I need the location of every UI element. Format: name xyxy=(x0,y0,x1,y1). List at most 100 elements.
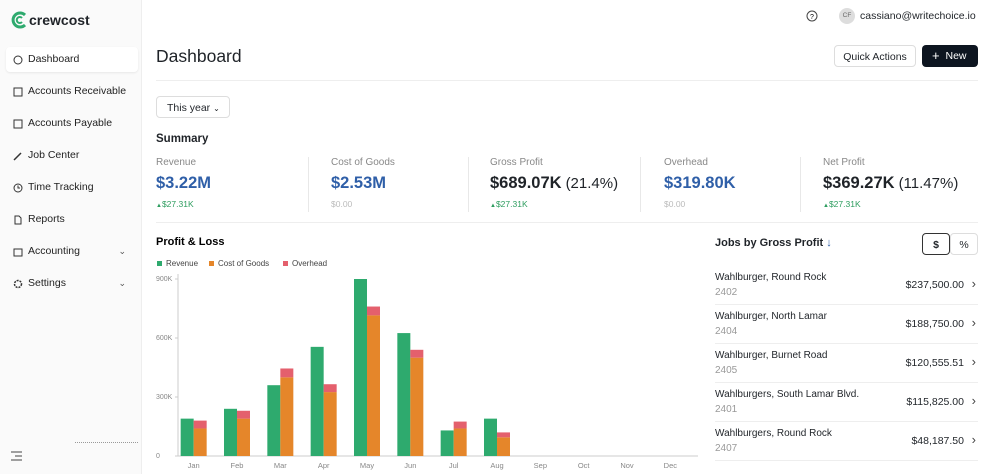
bar xyxy=(397,333,411,456)
bar xyxy=(497,432,510,438)
divider xyxy=(640,157,641,212)
metric-label: Gross Profit xyxy=(490,157,543,168)
nav-label: Job Center xyxy=(28,149,80,161)
job-row[interactable]: Wahlburger, Burnet Road 2405 $120,555.51 › xyxy=(715,344,978,383)
metric-amount: $689.07K xyxy=(490,174,562,192)
job-row[interactable]: Wahlburgers, Round Rock 2407 $48,187.50 › xyxy=(715,422,978,461)
nav-item[interactable]: Accounts Payable xyxy=(6,111,138,136)
job-amount: $237,500.00 xyxy=(905,279,964,291)
job-name: Wahlburger, Round Rock xyxy=(715,272,827,283)
legend-swatch xyxy=(157,261,162,266)
x-tick-label: Nov xyxy=(620,461,634,470)
job-code: 2402 xyxy=(715,287,738,298)
jobs-title: Jobs by Gross Profit ↓ xyxy=(715,237,832,249)
new-label: New xyxy=(945,50,967,62)
job-row[interactable]: Wahlburger, Round Rock 2402 $237,500.00 › xyxy=(715,266,978,305)
toggle-percent[interactable]: % xyxy=(950,233,978,255)
nav-label: Settings xyxy=(28,277,66,289)
sidebar: crewcost Dashboard Accounts Receivable A… xyxy=(0,0,142,474)
metric-change: $0.00 xyxy=(331,199,352,209)
x-tick-label: Jul xyxy=(449,461,459,470)
metric-label: Revenue xyxy=(156,157,197,168)
legend-label: Revenue xyxy=(166,259,199,268)
quick-actions-button[interactable]: Quick Actions xyxy=(834,45,916,67)
y-tick-label: 0 xyxy=(156,453,160,460)
metric-amount: $2.53M xyxy=(331,174,387,192)
metric-change: ▲$27.31K xyxy=(156,199,194,209)
bar xyxy=(280,368,294,378)
metric-value: $319.80K xyxy=(664,174,736,193)
new-button[interactable]: + New xyxy=(922,45,978,67)
nav-label: Reports xyxy=(28,213,65,225)
divider xyxy=(156,222,978,223)
nav-item[interactable]: Reports xyxy=(6,207,138,232)
divider xyxy=(308,157,309,212)
divider xyxy=(800,157,801,212)
nav-item[interactable]: Dashboard xyxy=(6,47,138,72)
chevron: › xyxy=(971,276,976,291)
bar xyxy=(310,346,324,456)
nav-item[interactable]: Time Tracking xyxy=(6,175,138,200)
period-dropdown[interactable]: This year ⌄ xyxy=(156,96,230,118)
nav-label: Time Tracking xyxy=(28,181,94,193)
period-label: This year xyxy=(167,102,211,114)
divider xyxy=(468,157,469,212)
chevron: › xyxy=(971,432,976,447)
y-tick-label: 900K xyxy=(156,276,173,283)
bar xyxy=(410,349,424,358)
nav-item[interactable]: Job Center xyxy=(6,143,138,168)
metric-change-value: $27.31K xyxy=(161,199,194,209)
x-tick-label: May xyxy=(360,461,374,470)
job-code: 2404 xyxy=(715,326,738,337)
bar xyxy=(224,408,237,456)
x-tick-label: Jan xyxy=(188,461,200,470)
bar xyxy=(280,377,294,456)
metric-change: ▲$27.31K xyxy=(823,199,861,209)
job-row[interactable]: Wahlburgers, South Lamar Blvd. 2401 $115,8… xyxy=(715,383,978,422)
divider xyxy=(156,80,978,81)
logo: crewcost xyxy=(29,12,90,28)
page-title: Dashboard xyxy=(156,46,242,66)
bar xyxy=(453,421,467,429)
legend-label: Cost of Goods xyxy=(218,259,269,268)
metric-change: $0.00 xyxy=(664,199,685,209)
y-tick-label: 600K xyxy=(156,335,173,342)
collapse-icon[interactable] xyxy=(11,451,22,461)
job-name: Wahlburgers, Round Rock xyxy=(715,428,832,439)
nav-label: Accounts Receivable xyxy=(28,85,127,97)
metric-label: Cost of Goods xyxy=(331,157,395,168)
bar xyxy=(180,418,194,456)
metric-change-value: $27.31K xyxy=(828,199,861,209)
job-row[interactable]: Wahlburger, North Lamar 2404 $188,750.00 › xyxy=(715,305,978,344)
nav-label: Accounts Payable xyxy=(28,117,113,129)
user-email[interactable]: cassiano@writechoice.io xyxy=(860,10,976,22)
nav-item[interactable]: Accounting ⌄ xyxy=(6,239,138,264)
metric-percent: (11.47%) xyxy=(898,175,959,192)
y-tick-label: 300K xyxy=(156,394,173,401)
nav-item[interactable]: Accounts Receivable xyxy=(6,79,138,104)
metric-change-value: $27.31K xyxy=(495,199,528,209)
metric-amount: $3.22M xyxy=(156,174,212,192)
toggle-dollar[interactable]: $ xyxy=(922,233,950,255)
chart-title: Profit & Loss xyxy=(156,236,224,248)
job-name: Wahlburgers, South Lamar Blvd. xyxy=(715,389,860,400)
bar xyxy=(193,420,207,429)
x-tick-label: Apr xyxy=(318,461,330,470)
bar xyxy=(440,430,454,456)
nav-item[interactable]: Settings ⌄ xyxy=(6,271,138,296)
bar xyxy=(484,418,497,456)
chevron: › xyxy=(971,393,976,408)
x-tick-label: Mar xyxy=(274,461,287,470)
metric-value: $2.53M xyxy=(331,174,386,193)
help-icon[interactable]: ? xyxy=(806,10,818,22)
metric-change: ▲$27.31K xyxy=(490,199,528,209)
x-tick-label: Jun xyxy=(404,461,416,470)
chart: Profit & Loss 0 300K 600K 900K Revenue Cost o… xyxy=(156,236,698,470)
avatar[interactable]: CF xyxy=(839,8,855,24)
job-amount: $115,825.00 xyxy=(906,396,964,408)
metric-amount: $369.27K xyxy=(823,174,895,192)
bar xyxy=(497,437,510,456)
chevron: › xyxy=(971,315,976,330)
metric-value: $369.27K (11.47%) xyxy=(823,174,958,193)
legend-swatch xyxy=(283,261,288,266)
